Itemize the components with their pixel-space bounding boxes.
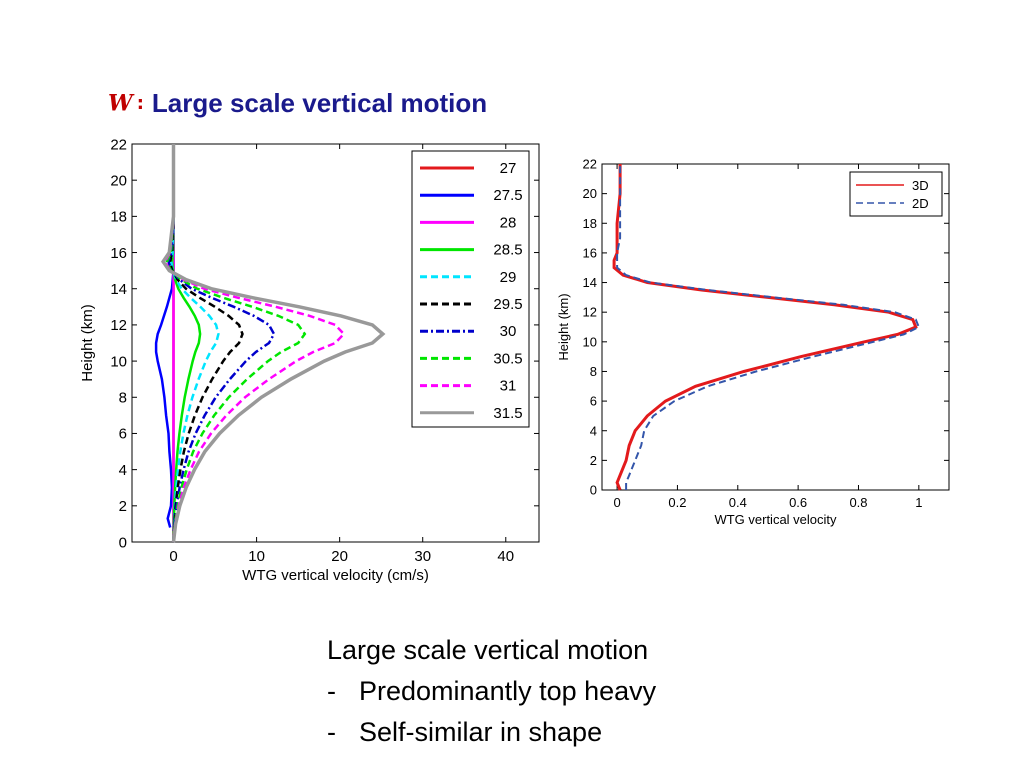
x-tick-label: 0 <box>169 548 177 565</box>
y-tick-label: 14 <box>110 281 127 298</box>
bullet-text: Self-similar in shape <box>359 717 603 747</box>
left-chart: 0 10 20 30 40 0 2 4 6 8 10 12 14 16 18 20 22 WTG vertical… <box>79 136 540 584</box>
legend-entry: 29.5 <box>493 296 522 313</box>
legend-box <box>849 171 943 217</box>
series-line <box>163 144 346 543</box>
y-tick-label: 12 <box>583 305 597 320</box>
legend-entry: 29 <box>500 269 517 286</box>
bullet-item: - Self-similar in shape <box>327 712 656 753</box>
x-tick-label: 10 <box>248 548 265 565</box>
bullet-dash: - <box>327 717 336 747</box>
bullet-text: Predominantly top heavy <box>359 676 657 706</box>
y-tick-label: 16 <box>110 245 127 262</box>
legend-entry: 27.5 <box>493 187 522 204</box>
y-tick-label: 8 <box>590 364 597 379</box>
legend-entry: 2D <box>912 196 929 211</box>
plot-frame <box>601 163 950 491</box>
y-tick-label: 2 <box>119 498 127 515</box>
bullet-dash: - <box>327 676 336 706</box>
y-axis-label: Height (km) <box>556 293 571 360</box>
x-tick-label: 20 <box>331 548 348 565</box>
x-axis-label: WTG vertical velocity (cm/s) <box>242 567 429 584</box>
legend-entry: 28 <box>500 214 517 231</box>
x-tick-label: 40 <box>497 548 514 565</box>
y-tick-label: 18 <box>583 216 597 231</box>
series-line <box>612 164 918 491</box>
x-tick-label: 0 <box>613 495 620 510</box>
legend-entry: 3D <box>912 178 929 193</box>
y-tick-label: 10 <box>110 353 127 370</box>
bullet-list: Large scale vertical motion - Predominant… <box>327 630 656 753</box>
legend-entry: 27 <box>500 160 517 177</box>
y-tick-label: 6 <box>119 426 127 443</box>
y-axis-label: Height (km) <box>79 304 96 382</box>
legend-entry: 31 <box>500 378 517 395</box>
x-tick-label: 0.4 <box>729 495 747 510</box>
y-tick-label: 4 <box>590 423 597 438</box>
legend-entry: 30.5 <box>493 350 522 367</box>
x-tick-label: 0.8 <box>849 495 867 510</box>
y-tick-label: 0 <box>119 534 127 551</box>
y-tick-label: 20 <box>583 186 597 201</box>
y-tick-label: 14 <box>583 275 597 290</box>
x-axis-label: WTG vertical velocity <box>714 512 837 527</box>
y-tick-label: 6 <box>590 394 597 409</box>
series-line <box>616 164 921 490</box>
y-tick-label: 0 <box>590 483 597 498</box>
legend-box <box>411 150 530 428</box>
bullet-item: - Predominantly top heavy <box>327 671 656 712</box>
y-tick-label: 8 <box>119 390 127 407</box>
y-tick-label: 2 <box>590 453 597 468</box>
legend-entry: 30 <box>500 323 517 340</box>
x-tick-label: 0.2 <box>668 495 686 510</box>
y-tick-label: 22 <box>110 136 127 153</box>
y-tick-label: 10 <box>583 334 597 349</box>
series-line <box>167 144 276 543</box>
y-tick-label: 16 <box>583 245 597 260</box>
x-tick-label: 1 <box>915 495 922 510</box>
x-tick-label: 0.6 <box>789 495 807 510</box>
y-tick-label: 22 <box>583 157 597 172</box>
series-line <box>160 144 386 543</box>
legend-entry: 31.5 <box>493 405 522 422</box>
series-line <box>170 144 220 543</box>
y-tick-label: 18 <box>110 209 127 226</box>
title-colon: : <box>136 93 144 114</box>
series-line <box>165 144 307 543</box>
title-text: Large scale vertical motion <box>151 88 488 118</box>
legend-entry: 28.5 <box>493 242 522 259</box>
y-tick-label: 20 <box>110 172 127 189</box>
slide-title: W: Large scale vertical motion <box>108 88 487 124</box>
bullets-heading: Large scale vertical motion <box>327 635 649 665</box>
y-tick-label: 12 <box>110 317 127 334</box>
y-tick-label: 4 <box>119 462 127 479</box>
title-symbol: W <box>108 90 133 117</box>
x-tick-label: 30 <box>414 548 431 565</box>
